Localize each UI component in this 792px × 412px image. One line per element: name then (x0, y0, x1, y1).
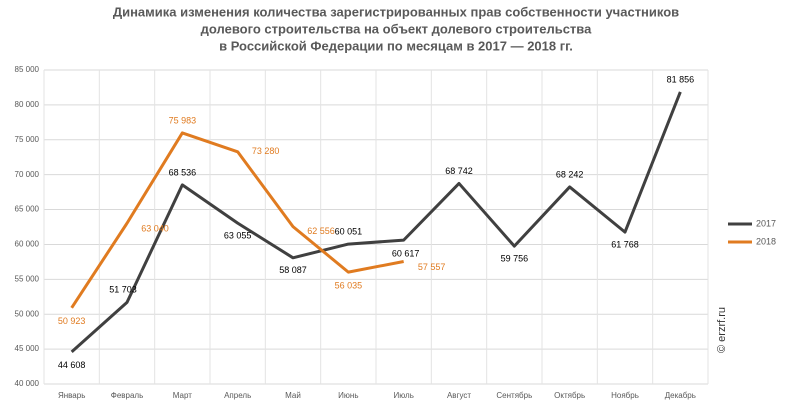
legend-label: 2018 (756, 236, 776, 246)
data-label: 68 242 (556, 169, 584, 179)
legend-label: 2017 (756, 218, 776, 228)
x-tick-label: Апрель (224, 391, 251, 400)
line-series (70, 91, 682, 353)
x-tick-label: Июнь (338, 391, 358, 400)
data-label: 59 756 (501, 254, 529, 264)
line-series (70, 131, 404, 309)
y-tick-label: 50 000 (15, 309, 40, 318)
data-label: 57 557 (418, 262, 446, 272)
data-label: 60 051 (335, 226, 363, 236)
data-label: 44 608 (58, 360, 86, 370)
data-label: 58 087 (279, 265, 307, 275)
data-label: 81 856 (667, 74, 695, 84)
data-label: 63 055 (224, 231, 252, 241)
x-tick-label: Март (173, 391, 192, 400)
data-label: 50 923 (58, 316, 86, 326)
x-tick-label: Сентябрь (496, 391, 532, 400)
chart-title: Динамика изменения количества зарегистри… (113, 4, 679, 19)
data-label: 73 280 (252, 146, 280, 156)
x-tick-label: Январь (58, 391, 85, 400)
y-tick-label: 60 000 (15, 240, 40, 249)
y-tick-label: 85 000 (15, 65, 40, 74)
y-tick-label: 55 000 (15, 274, 40, 283)
data-label: 68 536 (169, 167, 197, 177)
x-tick-label: Июль (393, 391, 413, 400)
x-tick-label: Август (447, 391, 471, 400)
y-tick-label: 45 000 (15, 344, 40, 353)
x-tick-label: Ноябрь (611, 391, 639, 400)
data-label: 63 040 (141, 224, 169, 234)
data-label: 60 617 (392, 249, 420, 259)
chart-title: долевого строительства на объект долевог… (201, 21, 592, 36)
y-tick-label: 40 000 (15, 379, 40, 388)
data-label: 51 703 (109, 285, 137, 295)
chart-title: в Российской Федерации по месяцам в 2017… (219, 38, 573, 53)
data-label: 56 035 (335, 280, 363, 290)
watermark: © erzrf.ru (716, 307, 728, 353)
data-label: 62 556 (307, 226, 335, 236)
data-label: 61 768 (611, 239, 639, 249)
data-label: 75 983 (169, 115, 197, 125)
y-tick-label: 80 000 (15, 100, 40, 109)
data-label: 68 742 (445, 166, 473, 176)
x-tick-label: Декабрь (665, 391, 696, 400)
y-tick-label: 75 000 (15, 135, 40, 144)
y-tick-label: 70 000 (15, 170, 40, 179)
x-tick-label: Февраль (111, 391, 144, 400)
x-tick-label: Май (285, 391, 301, 400)
y-tick-label: 65 000 (15, 205, 40, 214)
x-tick-label: Октябрь (554, 391, 585, 400)
